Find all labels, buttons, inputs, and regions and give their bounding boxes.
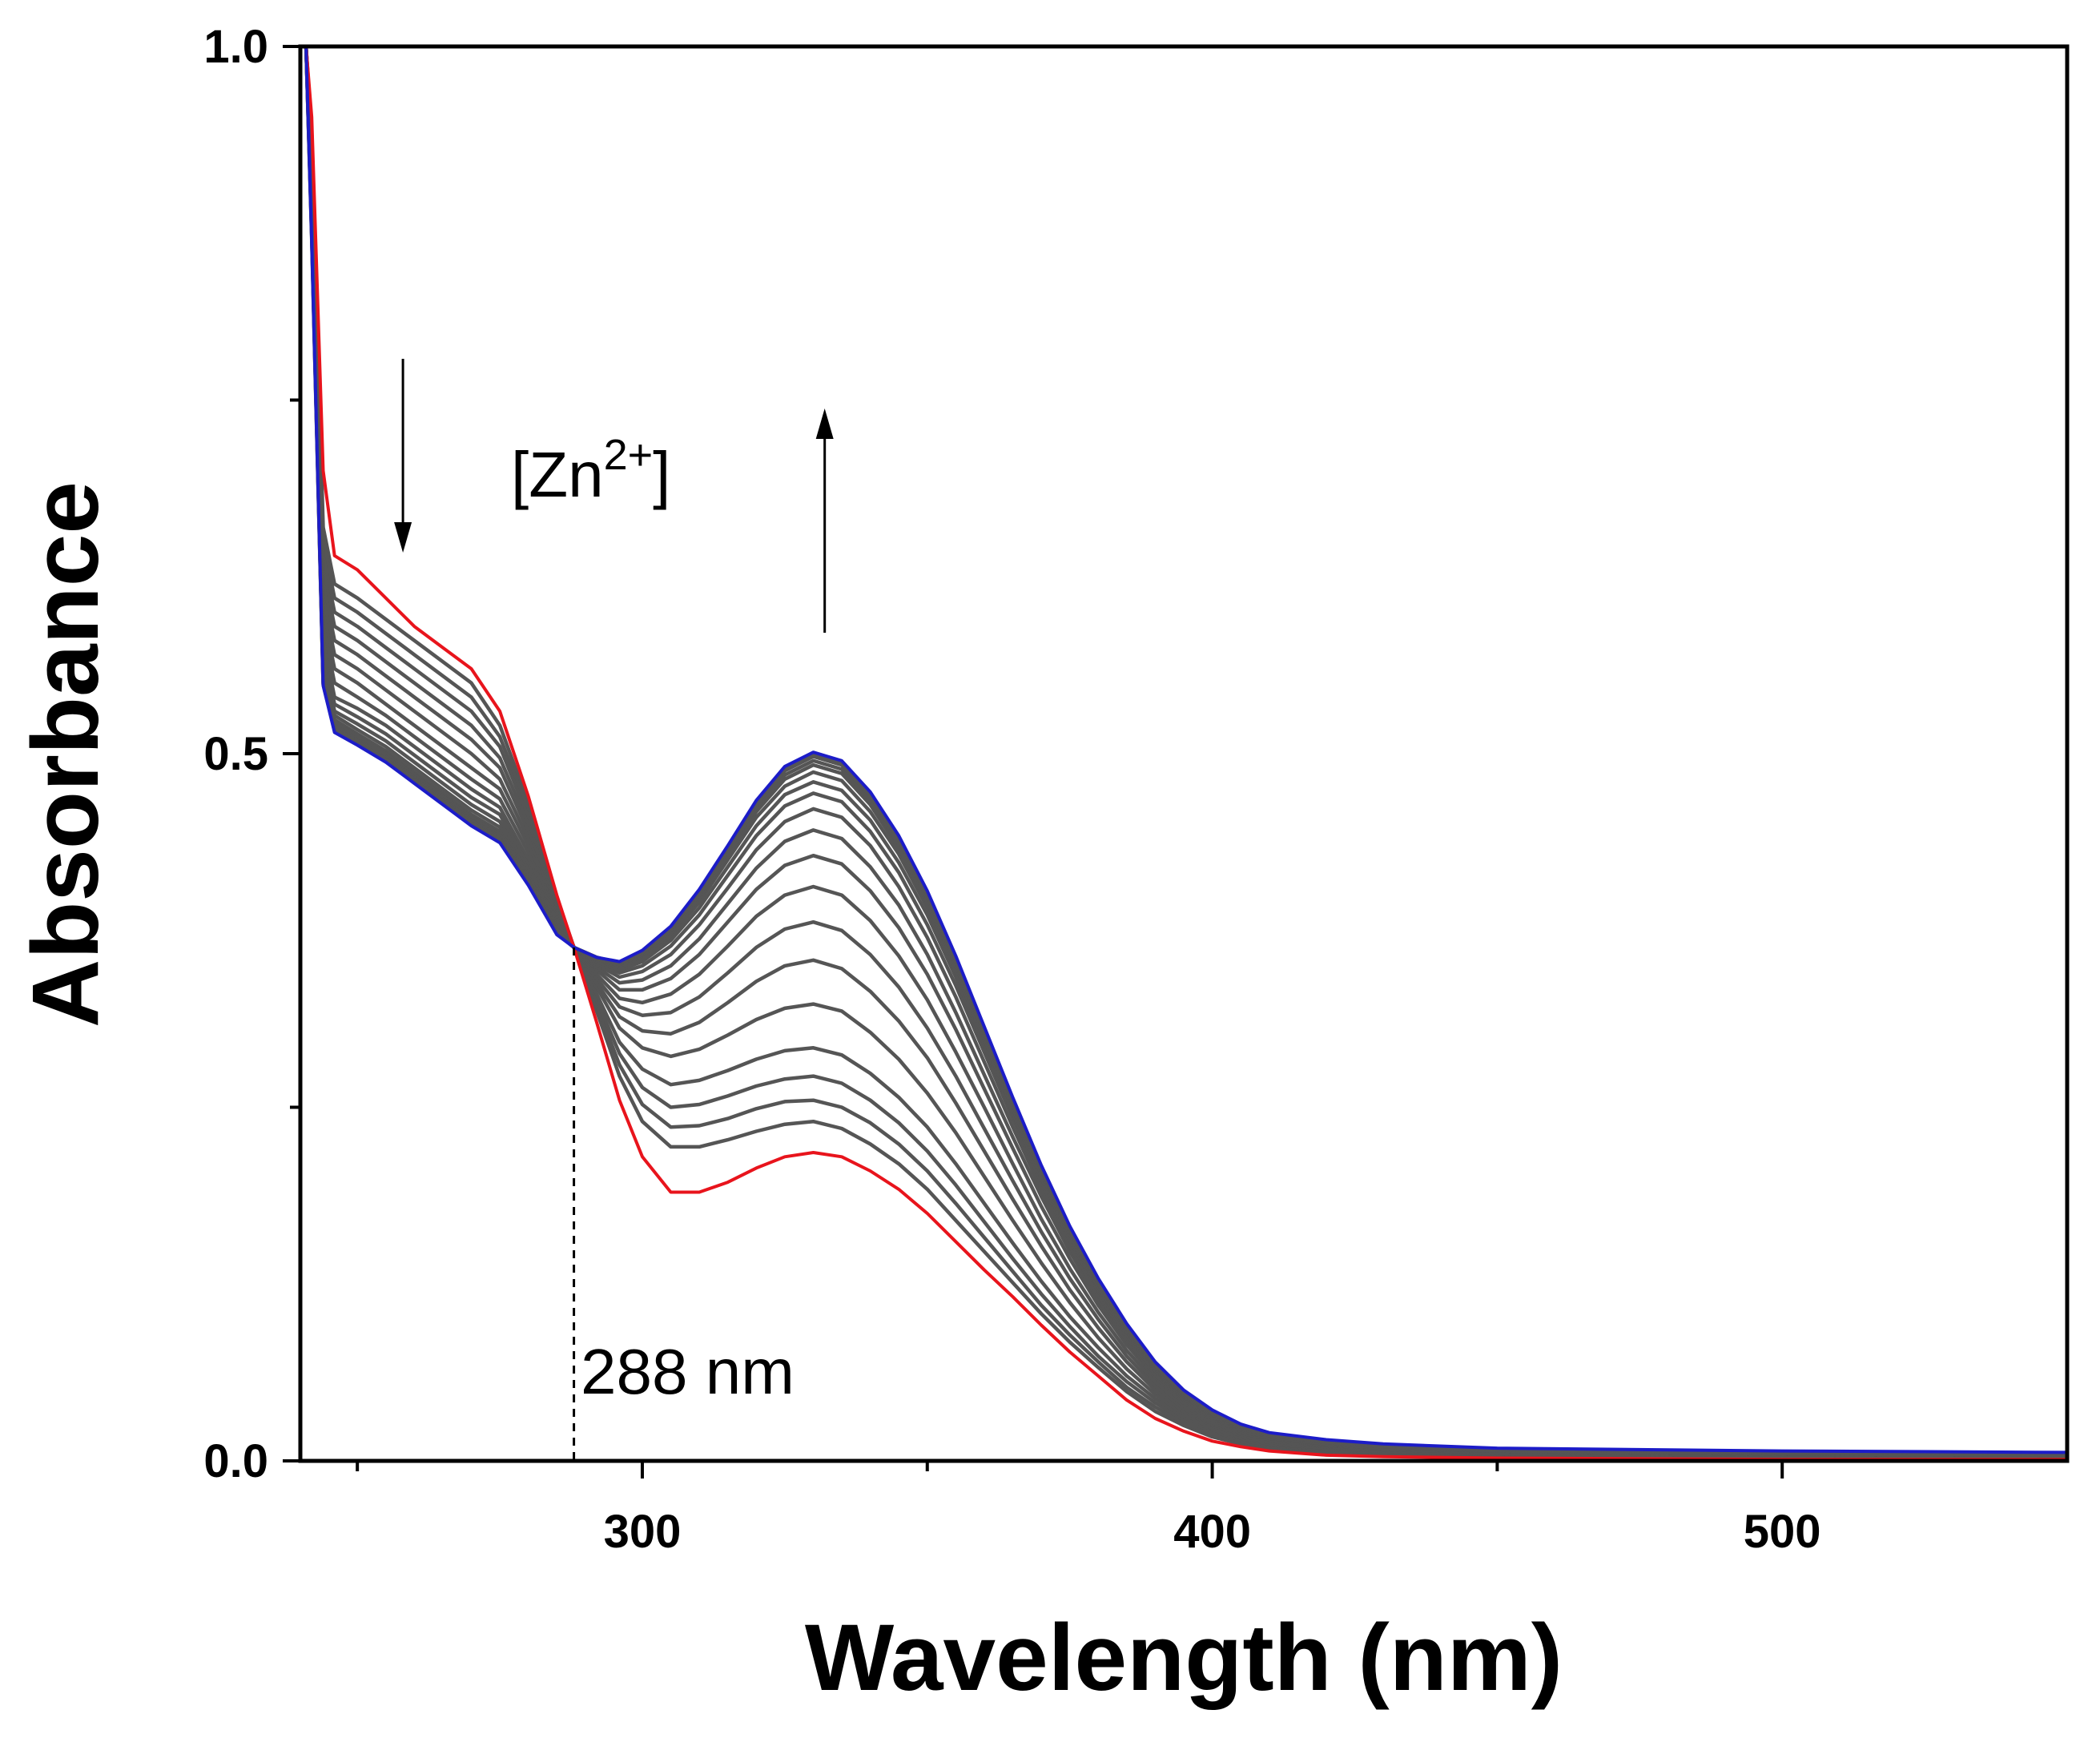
x-tick-label: 400 xyxy=(1173,1506,1251,1558)
series-line-16 xyxy=(304,46,2068,1458)
series-line-0 xyxy=(304,46,2067,1462)
x-tick-label: 300 xyxy=(604,1506,682,1558)
zn-concentration-label: [Zn2+] xyxy=(511,431,670,510)
series-line-11 xyxy=(304,46,2068,1458)
series-line-10 xyxy=(304,46,2068,1458)
x-tick-label: 500 xyxy=(1744,1506,1821,1558)
series-line-17 xyxy=(304,46,2068,1458)
series-line-5 xyxy=(304,46,2068,1458)
y-tick-label: 0.0 xyxy=(203,1435,268,1487)
series-line-14 xyxy=(304,46,2068,1458)
y-tick-label: 0.5 xyxy=(203,728,268,780)
series-line-15 xyxy=(304,46,2068,1458)
series-line-2 xyxy=(304,46,2068,1458)
series-line-19 xyxy=(304,46,2068,1454)
isosbestic-label: 288 nm xyxy=(581,1336,795,1407)
arrow-down-icon xyxy=(394,359,412,553)
tick-layer: 300 400 500 0.0 0.5 1.0 xyxy=(203,21,1820,1558)
series-line-7 xyxy=(304,46,2068,1458)
series-line-13 xyxy=(304,46,2068,1458)
x-axis-title: Wavelength (nm) xyxy=(805,1605,1563,1711)
series-line-12 xyxy=(304,46,2068,1458)
series-line-8 xyxy=(304,46,2068,1458)
y-axis-title: Absorbance xyxy=(13,481,119,1028)
series-line-4 xyxy=(304,46,2068,1458)
plot-frame xyxy=(298,44,2070,1463)
series-line-3 xyxy=(304,46,2068,1458)
arrow-up-icon xyxy=(815,408,834,633)
series-line-9 xyxy=(304,46,2068,1458)
series-line-18 xyxy=(304,46,2068,1456)
series-layer xyxy=(304,46,2068,1462)
series-line-6 xyxy=(304,46,2068,1458)
y-tick-label: 1.0 xyxy=(203,21,268,73)
series-line-1 xyxy=(304,46,2068,1460)
